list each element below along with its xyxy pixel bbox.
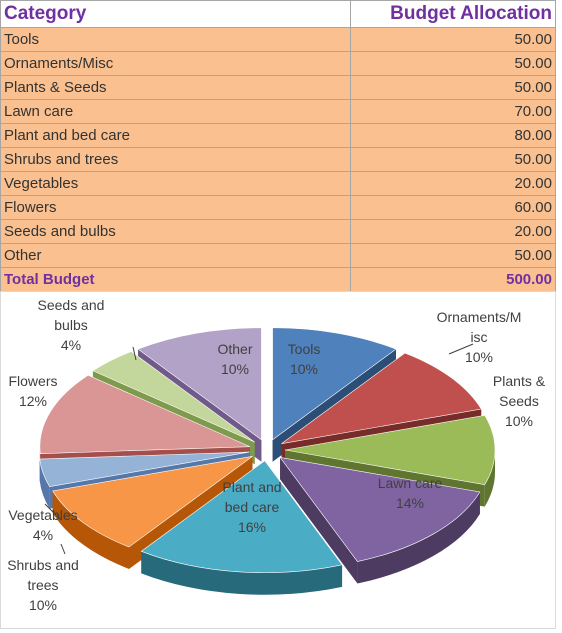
- row-amount: 50.00: [350, 243, 556, 268]
- pie-slice-plants-seeds: [284, 415, 496, 485]
- row-category: Shrubs and trees: [0, 147, 351, 172]
- pie-chart: Tools 10% Ornaments/M isc 10% Plants & Seeds 10…: [0, 291, 556, 629]
- data-label-other: Other 10%: [217, 341, 252, 377]
- table-row: Plant and bed care 80.00: [0, 123, 556, 148]
- row-category: Vegetables: [0, 171, 351, 196]
- pie-slice-seeds-and-bulbs: [92, 351, 255, 443]
- pie-slice-shrubs-and-trees: [52, 456, 253, 548]
- table-row: Seeds and bulbs 20.00: [0, 219, 556, 244]
- data-label-lawn-care: Lawn care 14%: [378, 475, 443, 511]
- data-label-ornaments-misc: Ornaments/M isc 10%: [437, 309, 522, 365]
- row-category: Plants & Seeds: [0, 75, 351, 100]
- pie-slice-wall-lawn-care: [280, 457, 358, 584]
- pie-slice-lawn-care: [279, 456, 481, 562]
- data-label-plants-seeds: Plants & Seeds 10%: [493, 373, 546, 429]
- label-leader-line: [448, 343, 474, 355]
- row-amount: 50.00: [350, 27, 556, 52]
- table-row: Lawn care 70.00: [0, 99, 556, 124]
- total-row: Total Budget 500.00: [0, 267, 556, 292]
- row-amount: 20.00: [350, 219, 556, 244]
- table-header-row: Category Budget Allocation: [0, 0, 556, 28]
- pie-slice-side-lawn-care: [357, 492, 480, 584]
- row-category: Ornaments/Misc: [0, 51, 351, 76]
- table-row: Tools 50.00: [0, 27, 556, 52]
- row-amount: 80.00: [350, 123, 556, 148]
- data-label-plant-and-bed-care: Plant and bed care 16%: [222, 479, 281, 535]
- table-row: Flowers 60.00: [0, 195, 556, 220]
- total-amount: 500.00: [350, 267, 556, 292]
- table-row: Vegetables 20.00: [0, 171, 556, 196]
- table-row: Ornaments/Misc 50.00: [0, 51, 556, 76]
- header-category: Category: [0, 0, 351, 28]
- pie-slice-side-plant-and-bed-care: [141, 551, 343, 595]
- data-label-flowers: Flowers 12%: [8, 373, 57, 409]
- row-category: Flowers: [0, 195, 351, 220]
- pie-slice-vegetables: [39, 451, 250, 487]
- row-amount: 50.00: [350, 51, 556, 76]
- row-amount: 20.00: [350, 171, 556, 196]
- pie-slice-other: [137, 327, 262, 441]
- table-row: Plants & Seeds 50.00: [0, 75, 556, 100]
- row-amount: 50.00: [350, 75, 556, 100]
- data-label-vegetables: Vegetables 4%: [8, 507, 77, 543]
- data-label-tools: Tools 10%: [288, 341, 321, 377]
- pie-chart-svg: Tools 10% Ornaments/M isc 10% Plants & Seeds 10…: [7, 297, 546, 613]
- table-row: Shrubs and trees 50.00: [0, 147, 556, 172]
- table-body: Tools 50.00 Ornaments/Misc 50.00 Plants & Se…: [0, 27, 556, 292]
- row-category: Seeds and bulbs: [0, 219, 351, 244]
- header-budget-allocation: Budget Allocation: [350, 0, 556, 28]
- row-amount: 60.00: [350, 195, 556, 220]
- pie-slice-flowers: [39, 374, 251, 455]
- budget-table: Category Budget Allocation Tools 50.00 Orn…: [0, 0, 556, 292]
- total-label: Total Budget: [0, 267, 351, 292]
- pie-slice-side-plants-seeds: [484, 450, 495, 507]
- row-category: Lawn care: [0, 99, 351, 124]
- pie-slice-ornaments-misc: [281, 352, 482, 444]
- pie-slice-side-shrubs-and-trees: [52, 490, 130, 569]
- data-label-seeds-and-bulbs: Seeds and bulbs 4%: [38, 297, 105, 353]
- row-category: Tools: [0, 27, 351, 52]
- label-leader-line: [132, 346, 137, 361]
- label-leader-line: [60, 543, 66, 555]
- table-row: Other 50.00: [0, 243, 556, 268]
- row-category: Other: [0, 243, 351, 268]
- label-leader-line: [44, 503, 62, 521]
- row-amount: 70.00: [350, 99, 556, 124]
- row-amount: 50.00: [350, 147, 556, 172]
- data-label-shrubs-and-trees: Shrubs and trees 10%: [7, 557, 79, 613]
- pie-slice-tools: [272, 327, 397, 441]
- pie-slice-plant-and-bed-care: [140, 460, 343, 574]
- row-category: Plant and bed care: [0, 123, 351, 148]
